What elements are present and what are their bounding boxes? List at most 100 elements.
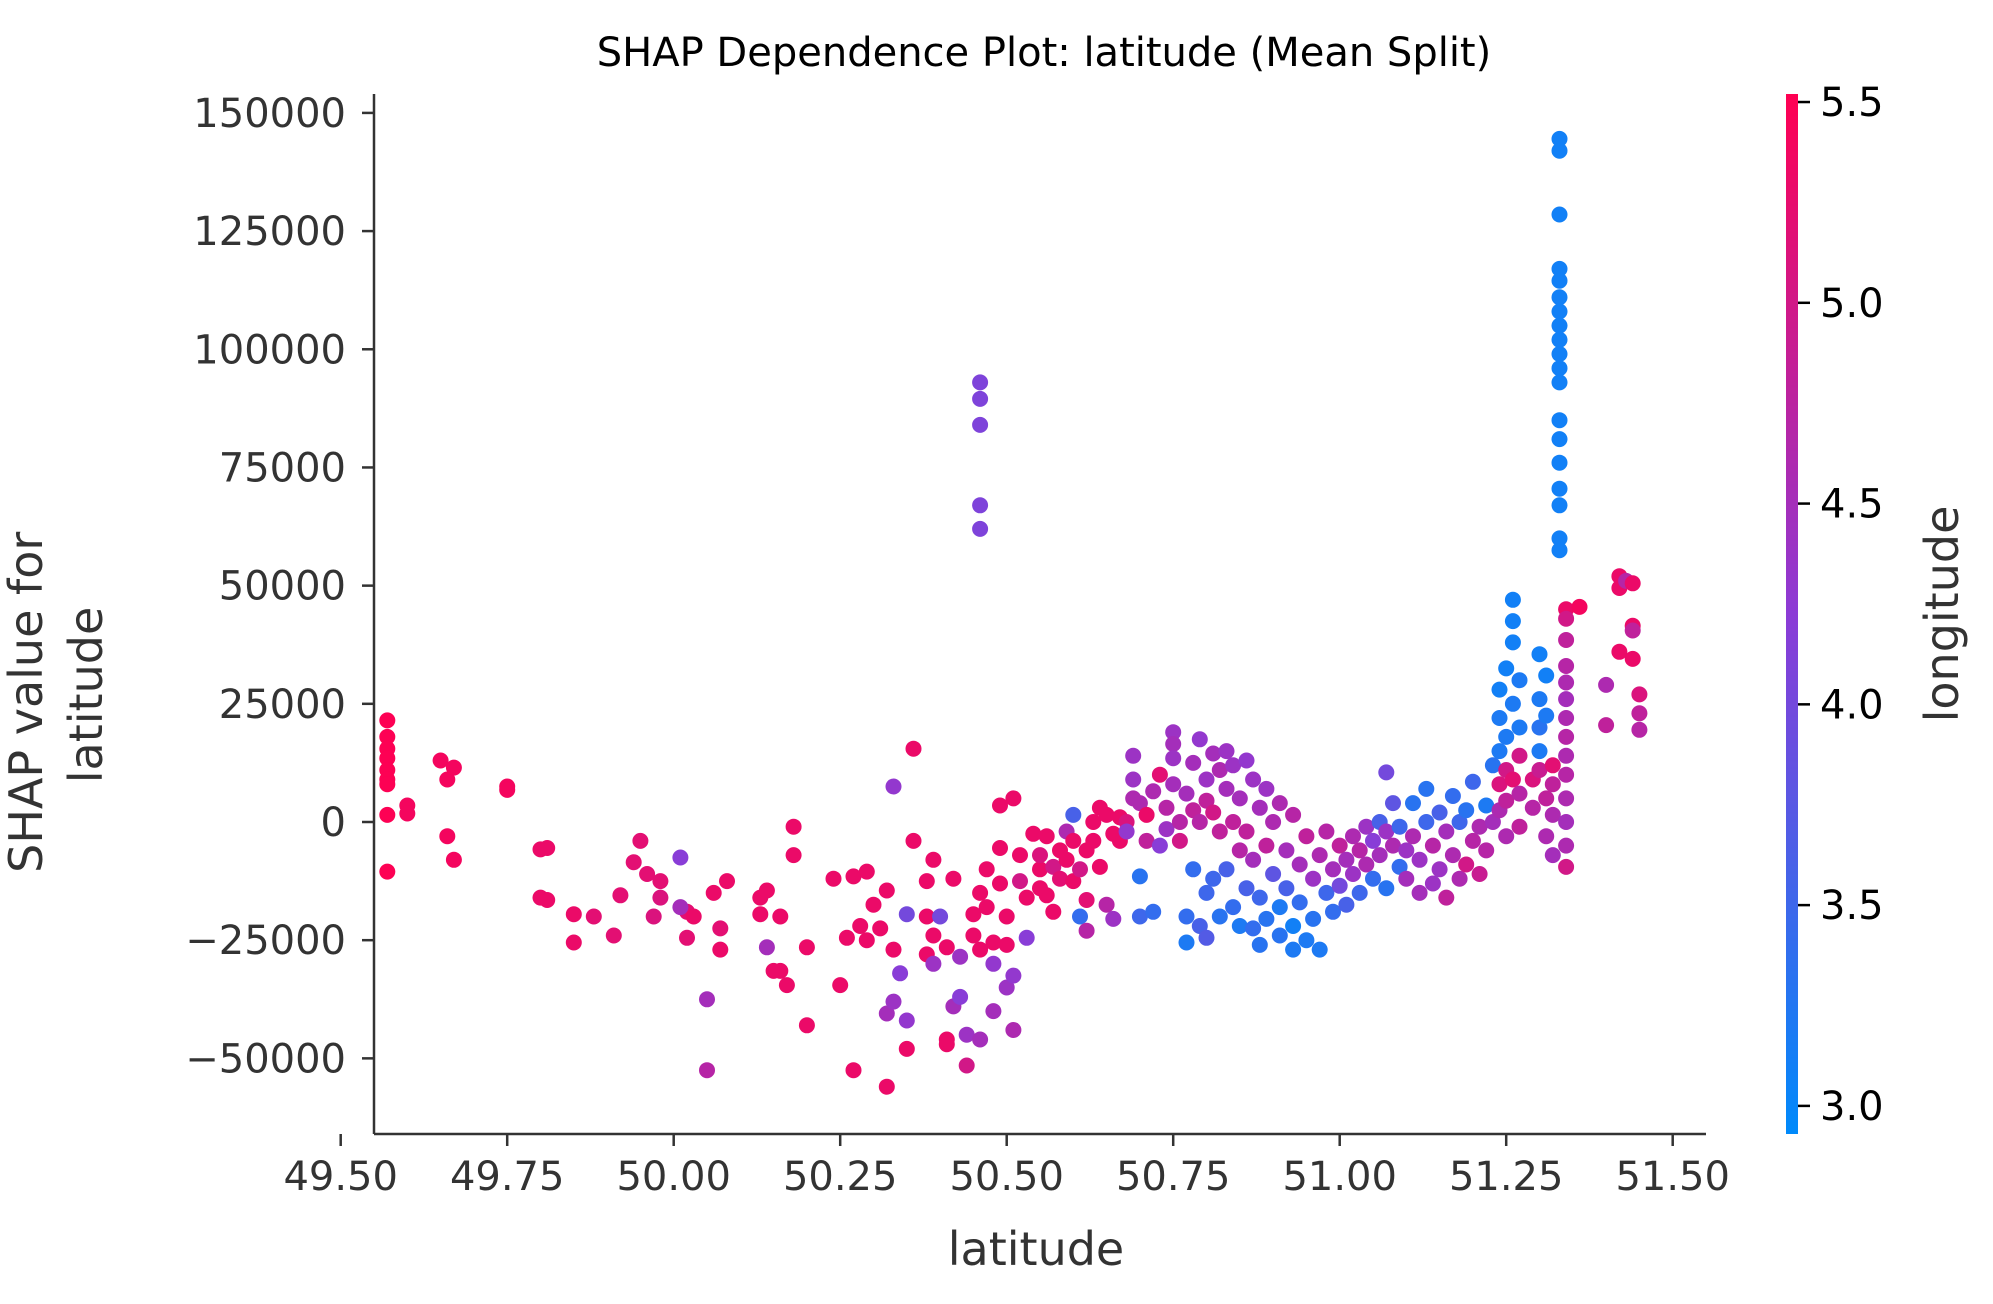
scatter-point	[1285, 941, 1302, 958]
scatter-point	[992, 840, 1008, 856]
scatter-point	[918, 873, 935, 890]
scatter-point	[1358, 856, 1375, 873]
scatter-point	[1165, 736, 1182, 752]
scatter-point	[1351, 884, 1368, 901]
scatter-point	[1551, 130, 1568, 147]
scatter-point	[1245, 851, 1262, 868]
scatter-point	[918, 908, 935, 925]
colorbar-tick-label: 3.5	[1820, 883, 1884, 929]
scatter-point	[1444, 788, 1461, 804]
scatter-point	[1471, 866, 1488, 882]
scatter-point	[1331, 877, 1348, 894]
scatter-point	[885, 993, 902, 1010]
scatter-point	[1032, 847, 1048, 864]
scatter-point	[679, 929, 695, 946]
scatter-point	[1258, 837, 1275, 854]
colorbar-label: longitude	[1915, 506, 1969, 723]
scatter-point	[632, 832, 649, 849]
x-tick-label: 51.00	[1282, 1154, 1397, 1200]
scatter-point	[972, 1031, 989, 1048]
scatter-point	[1391, 818, 1408, 835]
scatter-point	[1065, 832, 1082, 849]
scatter-point	[1491, 743, 1508, 760]
scatter-point	[985, 955, 1002, 972]
scatter-point	[1271, 899, 1288, 916]
scatter-point	[1238, 823, 1255, 840]
scatter-point	[1012, 847, 1028, 864]
x-tick-label: 49.75	[450, 1154, 565, 1200]
scatter-point	[1491, 776, 1508, 793]
scatter-point	[1238, 880, 1255, 897]
scatter-point	[1558, 610, 1575, 627]
chart-title: SHAP Dependence Plot: latitude (Mean Spl…	[597, 30, 1491, 76]
y-tick-label: 75000	[219, 445, 346, 491]
scatter-point	[1551, 431, 1568, 448]
scatter-point	[1205, 804, 1222, 821]
scatter-point	[1131, 868, 1148, 885]
y-tick-label: 50000	[219, 564, 346, 610]
scatter-point	[1551, 142, 1568, 159]
scatter-point	[1504, 771, 1521, 788]
scatter-point	[1325, 903, 1341, 920]
x-tick-label: 51.50	[1615, 1154, 1730, 1200]
scatter-point	[1551, 480, 1568, 497]
scatter-point	[1345, 866, 1361, 882]
scatter-point	[1305, 910, 1322, 927]
scatter-point	[1178, 934, 1195, 951]
scatter-point	[958, 1057, 975, 1074]
scatter-point	[1398, 842, 1415, 859]
scatter-point	[1338, 896, 1355, 913]
scatter-point	[1265, 814, 1282, 830]
scatter-point	[1544, 776, 1561, 793]
scatter-point	[972, 374, 989, 391]
scatter-point	[445, 851, 462, 868]
scatter-point	[1198, 792, 1215, 809]
scatter-point	[1544, 847, 1561, 864]
scatter-point	[1052, 870, 1068, 887]
scatter-point	[1065, 806, 1082, 823]
scatter-point	[1018, 929, 1035, 946]
scatter-point	[798, 939, 815, 956]
scatter-point	[898, 1012, 915, 1029]
scatter-point	[938, 939, 955, 956]
scatter-point	[1151, 837, 1168, 854]
scatter-point	[1624, 575, 1641, 592]
scatter-point	[972, 520, 989, 537]
scatter-point	[699, 991, 715, 1008]
scatter-point	[399, 805, 416, 822]
scatter-point	[1544, 757, 1561, 774]
scatter-point	[1378, 764, 1395, 781]
scatter-point	[1511, 719, 1528, 736]
scatter-point	[605, 927, 622, 944]
scatter-point	[1085, 814, 1102, 830]
scatter-point	[712, 941, 729, 958]
scatter-point	[1531, 719, 1548, 736]
scatter-point	[1511, 747, 1528, 764]
scatter-point	[1238, 752, 1255, 769]
scatter-point	[1498, 792, 1515, 809]
scatter-point	[1558, 747, 1575, 764]
scatter-point	[1491, 681, 1508, 698]
scatter-point	[1258, 780, 1275, 797]
scatter-point	[1291, 894, 1308, 911]
scatter-point	[832, 977, 849, 994]
y-tick-label: 100000	[193, 327, 346, 373]
scatter-point	[1571, 598, 1588, 615]
scatter-point	[1538, 707, 1555, 724]
scatter-point	[1558, 710, 1575, 726]
scatter-point	[1191, 814, 1208, 830]
scatter-point	[1438, 823, 1455, 840]
scatter-point	[1245, 920, 1262, 937]
scatter-point	[978, 861, 995, 878]
scatter-point	[845, 868, 862, 885]
scatter-point	[672, 849, 689, 866]
scatter-point	[1078, 892, 1095, 908]
y-tick-label: 150000	[193, 91, 346, 137]
scatter-point	[1178, 908, 1195, 925]
scatter-point	[1451, 814, 1468, 830]
scatter-point	[1251, 799, 1268, 816]
y-tick-label: −25000	[185, 918, 346, 964]
scatter-point	[1405, 828, 1421, 845]
scatter-point	[1424, 837, 1441, 854]
scatter-point	[1385, 795, 1401, 812]
